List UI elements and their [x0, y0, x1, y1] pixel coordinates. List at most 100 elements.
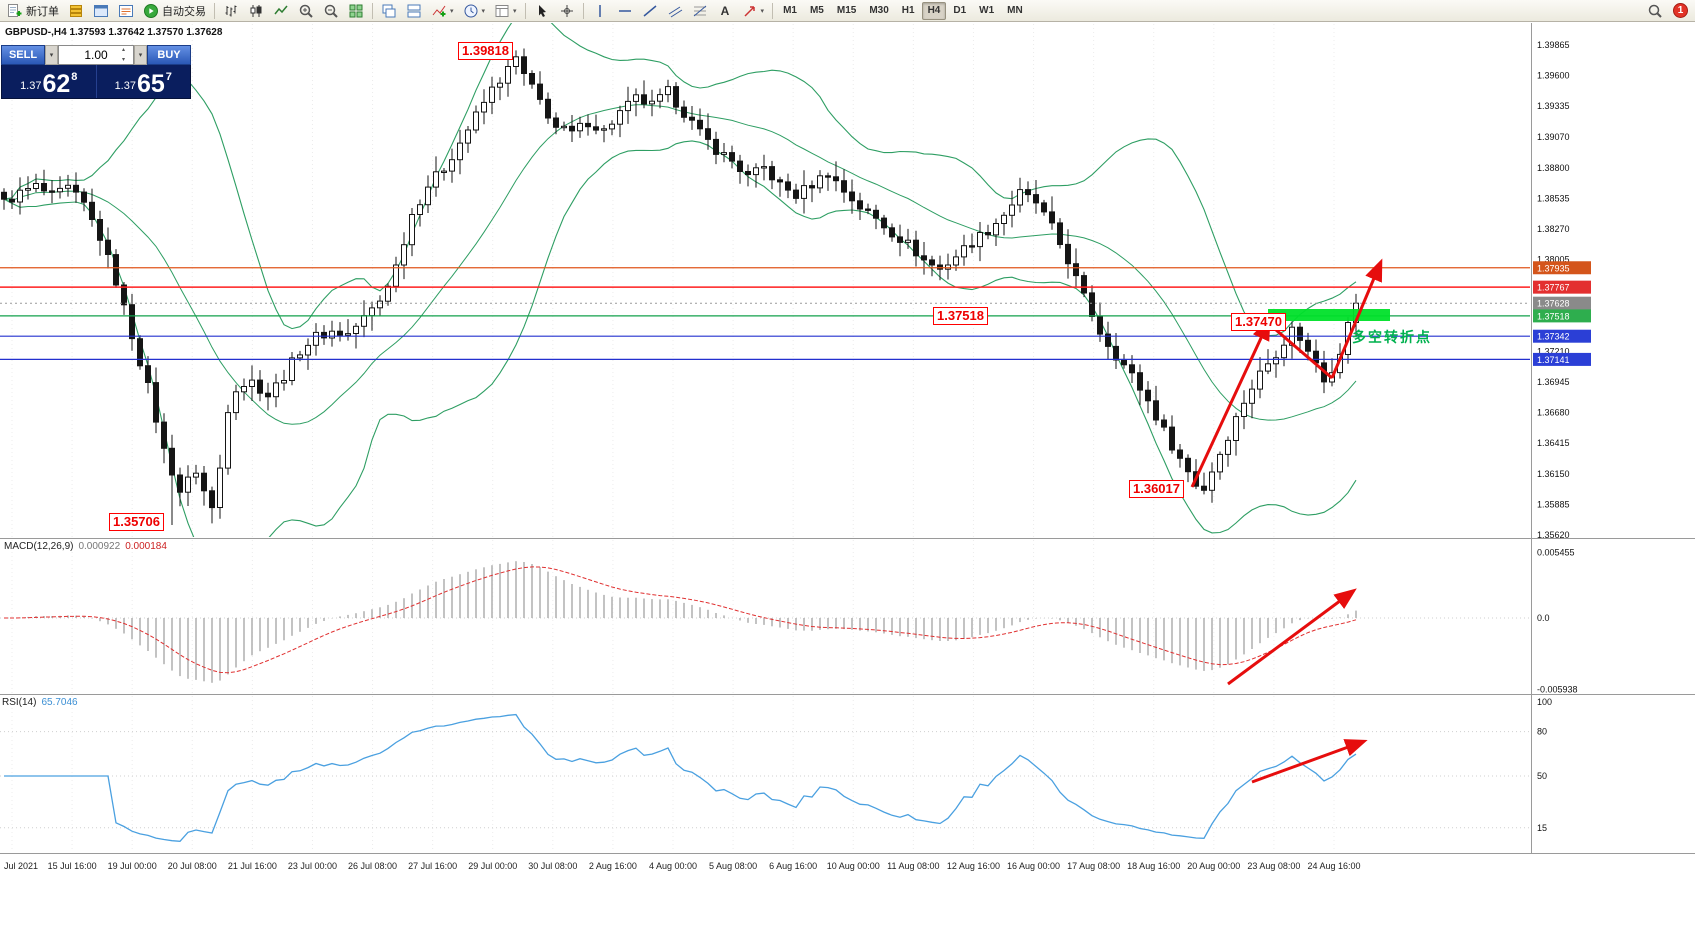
buy-price[interactable]: 1.37 65 7	[95, 65, 191, 98]
line-chart-button[interactable]	[269, 1, 293, 21]
volume-value: 1.00	[84, 48, 108, 62]
line-icon	[273, 3, 289, 19]
one-click-trading-widget: SELL ▾ 1.00 ▴ ▾ ▾ BUY 1.37 62 8 1.37 65 7	[1, 45, 191, 99]
search-button[interactable]	[1643, 1, 1667, 21]
svg-text:11 Aug 08:00: 11 Aug 08:00	[887, 861, 939, 871]
svg-text:1.39865: 1.39865	[1537, 40, 1570, 50]
svg-text:1.35885: 1.35885	[1537, 499, 1570, 509]
trend-icon	[642, 3, 658, 19]
svg-text:1.38800: 1.38800	[1537, 163, 1570, 173]
hline-icon	[617, 3, 633, 19]
volume-spinner[interactable]: ▴ ▾	[122, 47, 126, 63]
autotrade-icon	[143, 3, 159, 19]
svg-text:16 Aug 00:00: 16 Aug 00:00	[1007, 861, 1060, 871]
buy-price-pipette: 7	[165, 71, 172, 83]
svg-text:18 Aug 16:00: 18 Aug 16:00	[1127, 861, 1180, 871]
text-icon: A	[717, 3, 733, 19]
zoom-out-button[interactable]	[319, 1, 343, 21]
timeframe-button-M1[interactable]: M1	[783, 4, 797, 16]
macd-signal-value: 0.000184	[125, 541, 167, 552]
svg-text:1.37141: 1.37141	[1537, 355, 1570, 365]
trendline-button[interactable]	[638, 1, 662, 21]
quote-row: 1.37 62 8 1.37 65 7	[1, 65, 191, 99]
svg-text:24 Aug 16:00: 24 Aug 16:00	[1307, 861, 1360, 871]
crosshair-button[interactable]	[555, 1, 579, 21]
cursor-button[interactable]	[530, 1, 554, 21]
toolbar-separator	[372, 2, 373, 19]
buy-dropdown-icon[interactable]: ▾	[134, 45, 147, 65]
volume-field[interactable]: 1.00 ▴ ▾	[58, 45, 134, 65]
sell-dropdown-icon[interactable]: ▾	[45, 45, 58, 65]
candle-chart-button[interactable]	[244, 1, 268, 21]
autotrade-button[interactable]: 自动交易	[139, 1, 210, 21]
svg-text:80: 80	[1537, 727, 1547, 737]
svg-text:1.37628: 1.37628	[1537, 299, 1570, 309]
svg-text:20 Aug 00:00: 20 Aug 00:00	[1187, 861, 1240, 871]
notification-badge[interactable]: 1	[1673, 3, 1688, 18]
timeframe-button-D1[interactable]: D1	[953, 4, 967, 16]
sell-price[interactable]: 1.37 62 8	[2, 65, 96, 98]
svg-text:2 Aug 16:00: 2 Aug 16:00	[589, 861, 637, 871]
trade-controls-row: SELL ▾ 1.00 ▴ ▾ ▾ BUY	[1, 45, 191, 65]
svg-text:100: 100	[1537, 697, 1552, 707]
timeframe-button-MN[interactable]: MN	[1007, 4, 1023, 16]
fibonacci-button[interactable]	[688, 1, 712, 21]
cursor-icon	[534, 3, 550, 19]
channel-button[interactable]	[663, 1, 687, 21]
new-order-icon	[7, 3, 23, 19]
sell-price-pips: 62	[42, 69, 71, 98]
sell-button[interactable]: SELL	[1, 45, 45, 65]
cascade-windows-button[interactable]	[377, 1, 401, 21]
arrange-windows-button[interactable]	[402, 1, 426, 21]
macd-name: MACD(12,26,9)	[4, 541, 74, 552]
toolbar-separator	[214, 2, 215, 19]
timeframe-button-M5[interactable]: M5	[809, 4, 824, 16]
svg-text:-0.005938: -0.005938	[1537, 684, 1578, 694]
channel-icon	[667, 3, 683, 19]
chevron-down-icon: ▾	[760, 7, 765, 15]
timeframe-button-H4[interactable]: H4	[921, 1, 947, 20]
svg-text:29 Jul 00:00: 29 Jul 00:00	[468, 861, 517, 871]
crosshair-icon	[559, 3, 575, 19]
timeframe-button-M15[interactable]: M15	[836, 4, 857, 16]
profile-icon	[93, 3, 109, 19]
svg-text:0.005455: 0.005455	[1537, 548, 1575, 558]
sell-price-base: 1.37	[20, 80, 42, 92]
horizontal-line-button[interactable]	[613, 1, 637, 21]
toolbar-separator	[772, 2, 774, 19]
bar-chart-button[interactable]	[219, 1, 243, 21]
sell-price-pipette: 8	[71, 71, 78, 83]
price-annotation-box: 1.37518	[933, 307, 988, 325]
svg-text:10 Aug 00:00: 10 Aug 00:00	[827, 861, 880, 871]
market-icon	[118, 3, 134, 19]
svg-text:1.39335: 1.39335	[1537, 101, 1570, 111]
rsi-value: 65.7046	[41, 697, 78, 708]
indicators-button[interactable]: ▾	[427, 1, 458, 21]
svg-text:1.37518: 1.37518	[1537, 311, 1570, 321]
zoom-in-button[interactable]	[294, 1, 318, 21]
market-watch-button[interactable]	[114, 1, 138, 21]
periods-button[interactable]: ▾	[459, 1, 490, 21]
svg-text:1.38005: 1.38005	[1537, 255, 1570, 265]
buy-button[interactable]: BUY	[147, 45, 191, 65]
new-order-button[interactable]: 新订单	[3, 1, 63, 21]
text-label-button[interactable]: A	[713, 1, 737, 21]
timeframe-button-H1[interactable]: H1	[901, 4, 915, 16]
toolbar-right-group: 1	[1643, 1, 1692, 21]
arrows-tool-button[interactable]: ▾	[738, 1, 769, 21]
macd-indicator-label: MACD(12,26,9) 0.000922 0.000184	[4, 541, 167, 552]
symbol-ohlc-label: GBPUSD-,H4 1.37593 1.37642 1.37570 1.376…	[5, 27, 223, 38]
templates-button[interactable]: ▾	[490, 1, 521, 21]
vertical-line-button[interactable]	[588, 1, 612, 21]
timeframe-button-W1[interactable]: W1	[979, 4, 995, 16]
svg-text:30 Jul 08:00: 30 Jul 08:00	[528, 861, 577, 871]
profiles-button[interactable]	[89, 1, 113, 21]
chevron-down-icon: ▾	[450, 7, 454, 15]
layers-button[interactable]	[64, 1, 88, 21]
timeframe-button-M30[interactable]: M30	[869, 4, 889, 16]
svg-text:12 Aug 16:00: 12 Aug 16:00	[947, 861, 1000, 871]
tile-windows-button[interactable]	[344, 1, 368, 21]
